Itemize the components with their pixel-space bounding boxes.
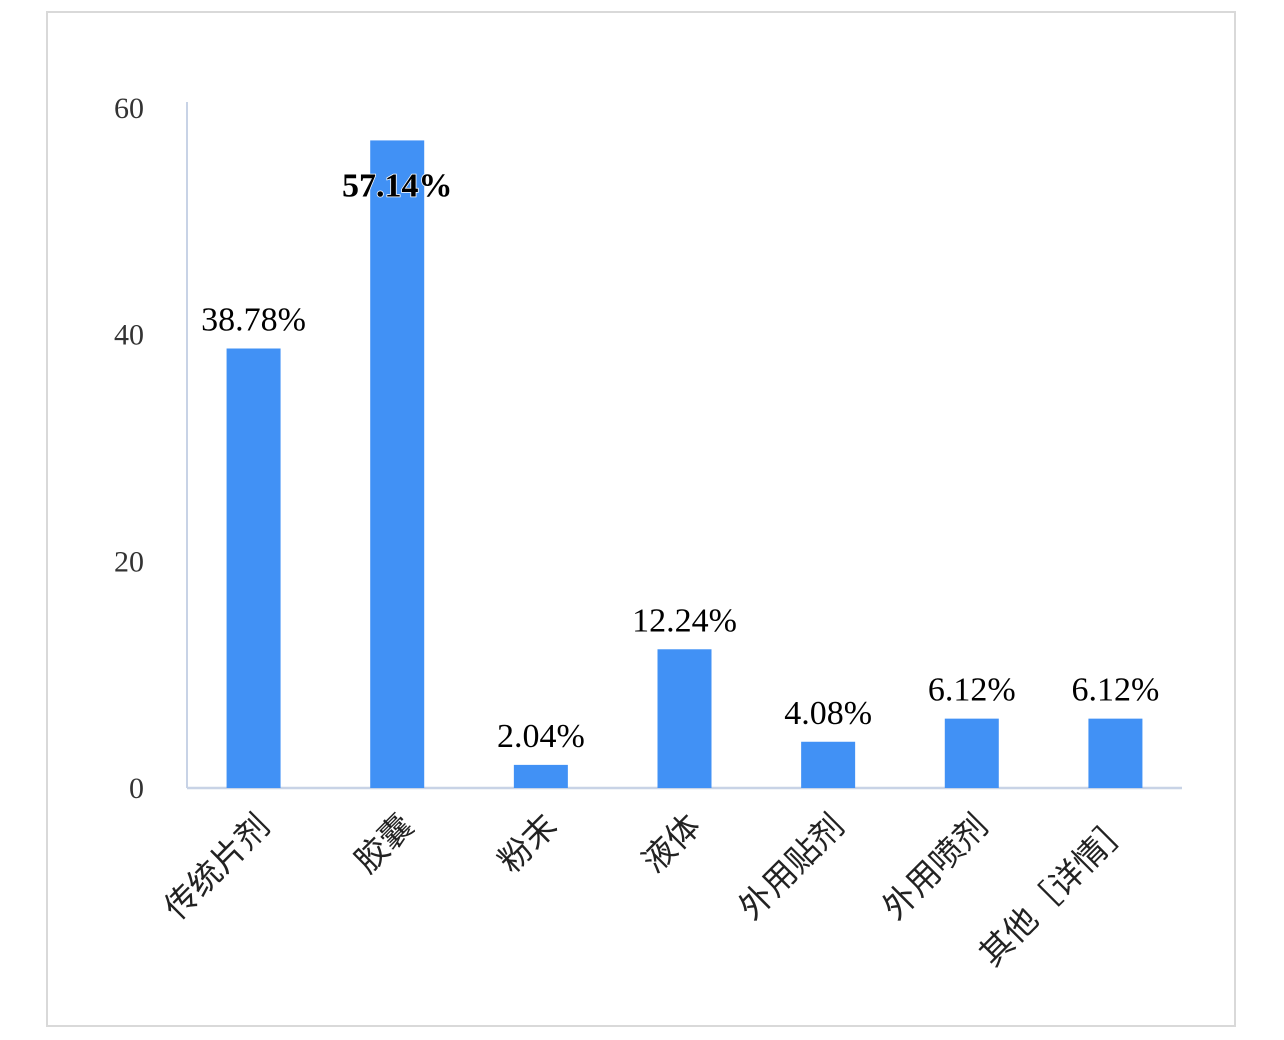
y-axis-ticks: 0 20 40 60 xyxy=(114,92,144,805)
category-label-1: 胶囊 xyxy=(347,806,421,880)
data-label-0: 38.78% xyxy=(201,301,306,338)
category-label-5: 外用喷剂 xyxy=(875,806,996,927)
y-tick-label-3: 60 xyxy=(114,92,144,125)
data-label-4: 4.08% xyxy=(784,695,872,732)
data-labels: 38.78% 57.14% 2.04% 12.24% 4.08% 6.12% 6.12% xyxy=(201,167,1160,755)
bar-4 xyxy=(801,741,856,788)
bar-0 xyxy=(226,348,281,788)
bar-3 xyxy=(657,649,712,788)
bar-1 xyxy=(370,140,425,788)
bars xyxy=(226,140,1143,788)
y-tick-label-1: 20 xyxy=(114,545,144,578)
data-label-5: 6.12% xyxy=(928,672,1016,709)
y-tick-label-2: 40 xyxy=(114,319,144,352)
data-label-1: 57.14% xyxy=(342,167,453,204)
bar-6 xyxy=(1088,718,1143,788)
y-tick-label-0: 0 xyxy=(129,772,144,805)
bar-5 xyxy=(944,718,999,788)
category-label-6: 其他［详情］ xyxy=(972,806,1140,974)
category-label-4: 外用贴剂 xyxy=(731,806,852,927)
data-label-2: 2.04% xyxy=(497,718,585,755)
category-label-3: 液体 xyxy=(634,806,708,880)
data-label-3: 12.24% xyxy=(632,602,737,639)
bar-2 xyxy=(513,764,568,788)
data-label-6: 6.12% xyxy=(1072,672,1160,709)
category-label-0: 传统片剂 xyxy=(156,806,277,927)
category-label-2: 粉末 xyxy=(490,806,564,880)
